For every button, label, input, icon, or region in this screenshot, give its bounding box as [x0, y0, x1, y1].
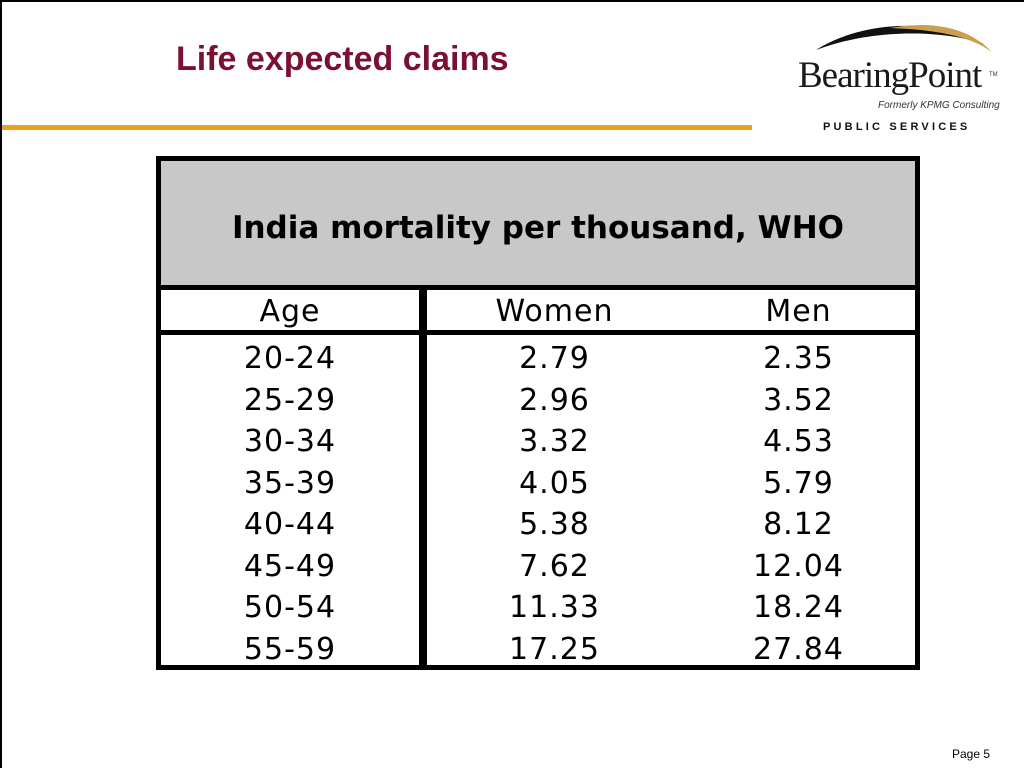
cell-men: 2.35	[763, 341, 834, 376]
column-header-row	[161, 290, 915, 335]
bearingpoint-swoosh-icon	[816, 25, 992, 52]
cell-men: 5.79	[763, 465, 834, 501]
cell-women: 17.25	[509, 631, 600, 667]
cell-women: 7.62	[519, 548, 590, 584]
cell-men: 27.84	[753, 631, 844, 667]
cell-women: 4.05	[519, 465, 590, 501]
cell-women: 2.96	[519, 382, 590, 418]
cell-men: 3.52	[763, 382, 834, 418]
page-number: Page 5	[952, 747, 991, 761]
cell-men: 8.12	[763, 507, 834, 542]
cell-women: 2.79	[519, 341, 590, 376]
cell-men: 18.24	[753, 590, 844, 625]
logo-trademark: TM	[989, 72, 998, 78]
logo-subtitle: Formerly KPMG Consulting	[878, 100, 1000, 111]
column-header-age: Age	[259, 294, 321, 329]
slide-title: Life expected claims	[176, 40, 509, 78]
column-header-men: Men	[765, 294, 832, 329]
mortality-table: India mortality per thousand, WHO Age Wom…	[156, 156, 920, 670]
cell-age: 35-39	[243, 465, 337, 501]
column-divider	[419, 290, 427, 666]
cell-women: 5.38	[519, 507, 590, 542]
table-title: India mortality per thousand, WHO	[231, 210, 845, 246]
cell-age: 40-44	[243, 507, 337, 542]
cell-women: 11.33	[509, 590, 600, 625]
table-title-cell: India mortality per thousand, WHO	[161, 161, 915, 290]
logo-wordmark: BearingPoint	[798, 55, 982, 96]
cell-age: 45-49	[243, 548, 337, 584]
cell-age: 20-24	[243, 341, 337, 376]
division-label: PUBLIC SERVICES	[823, 121, 971, 133]
cell-age: 50-54	[243, 590, 337, 625]
cell-age: 25-29	[243, 382, 337, 418]
title-rule	[2, 125, 752, 130]
cell-men: 12.04	[753, 548, 844, 584]
cell-women: 3.32	[519, 424, 590, 459]
cell-age: 55-59	[243, 631, 337, 667]
cell-men: 4.53	[763, 424, 834, 459]
cell-age: 30-34	[243, 424, 337, 459]
column-header-women: Women	[495, 294, 614, 329]
